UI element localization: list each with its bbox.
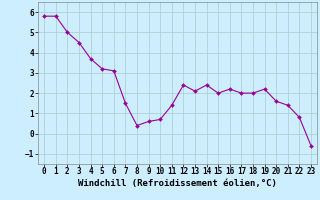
X-axis label: Windchill (Refroidissement éolien,°C): Windchill (Refroidissement éolien,°C) <box>78 179 277 188</box>
